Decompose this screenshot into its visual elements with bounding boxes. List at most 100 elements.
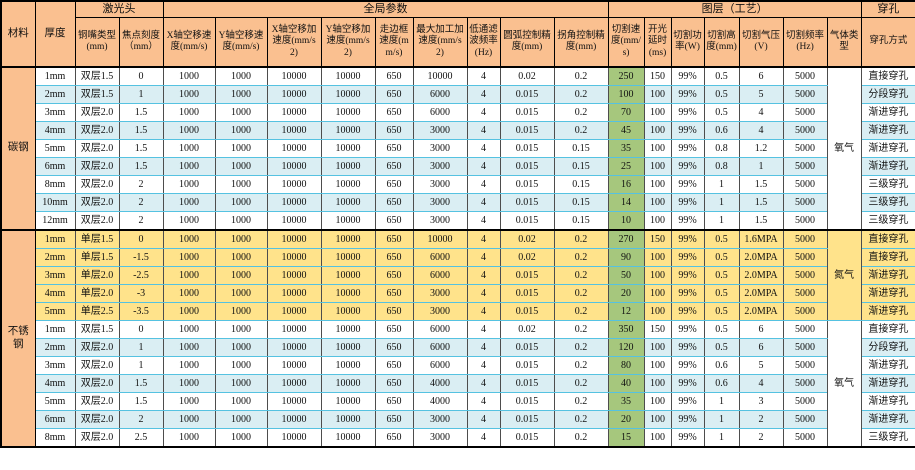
nozzle-type-cell[interactable]: 双层2.0 [75, 374, 120, 393]
global-param-cell-3[interactable]: 10000 [321, 284, 376, 303]
thickness-cell[interactable]: 4mm [35, 121, 76, 140]
nozzle-type-cell[interactable]: 单层2.0 [75, 266, 120, 285]
global-param-cell-6[interactable]: 4 [467, 175, 501, 194]
global-param-cell-5[interactable]: 3000 [413, 139, 468, 158]
gas-type-cell[interactable]: 氧气 [826, 66, 862, 231]
global-param-cell-0[interactable]: 1000 [163, 139, 216, 158]
global-param-cell-2[interactable]: 10000 [267, 211, 322, 231]
global-param-cell-7[interactable]: 0.02 [500, 229, 555, 249]
global-param-cell-3[interactable]: 10000 [321, 85, 376, 104]
group-header-3[interactable]: 穿孔 [860, 0, 915, 18]
pierce-method-cell[interactable]: 渐进穿孔 [861, 121, 915, 140]
cut-height-cell[interactable]: 0.5 [704, 85, 740, 104]
global-param-cell-1[interactable]: 1000 [215, 66, 268, 86]
laser-on-delay-cell[interactable]: 100 [644, 248, 672, 267]
global-param-cell-8[interactable]: 0.2 [554, 392, 609, 411]
global-param-cell-4[interactable]: 650 [375, 302, 414, 321]
global-param-cell-4[interactable]: 650 [375, 211, 414, 231]
cut-power-cell[interactable]: 99% [671, 85, 705, 104]
global-param-cell-0[interactable]: 1000 [163, 175, 216, 194]
global-param-cell-5[interactable]: 3000 [413, 284, 468, 303]
global-param-cell-3[interactable]: 10000 [321, 157, 376, 176]
cut-height-cell[interactable]: 0.8 [704, 157, 740, 176]
global-param-cell-3[interactable]: 10000 [321, 428, 376, 448]
global-param-cell-4[interactable]: 650 [375, 374, 414, 393]
cut-frequency-cell[interactable]: 5000 [783, 356, 828, 375]
global-param-cell-2[interactable]: 10000 [267, 356, 322, 375]
nozzle-type-cell[interactable]: 双层2.0 [75, 175, 120, 194]
global-param-cell-1[interactable]: 1000 [215, 175, 268, 194]
global-param-cell-3[interactable]: 10000 [321, 302, 376, 321]
thickness-cell[interactable]: 5mm [35, 302, 76, 321]
pierce-method-cell[interactable]: 渐进穿孔 [861, 266, 915, 285]
focus-scale-cell[interactable]: 1.5 [119, 139, 164, 158]
global-param-cell-2[interactable]: 10000 [267, 302, 322, 321]
cut-power-cell[interactable]: 99% [671, 175, 705, 194]
global-param-cell-4[interactable]: 650 [375, 85, 414, 104]
laser-on-delay-cell[interactable]: 100 [644, 139, 672, 158]
global-param-cell-2[interactable]: 10000 [267, 121, 322, 140]
global-param-cell-7[interactable]: 0.02 [500, 248, 555, 267]
thickness-cell[interactable]: 5mm [35, 392, 76, 411]
global-param-cell-6[interactable]: 4 [467, 374, 501, 393]
cut-speed-cell[interactable]: 20 [608, 410, 645, 429]
global-param-cell-5[interactable]: 6000 [413, 248, 468, 267]
nozzle-type-cell[interactable]: 双层2.0 [75, 392, 120, 411]
material-cell[interactable]: 不锈钢 [1, 229, 36, 448]
global-param-cell-4[interactable]: 650 [375, 392, 414, 411]
focus-scale-cell[interactable]: 1.5 [119, 121, 164, 140]
global-param-cell-1[interactable]: 1000 [215, 103, 268, 122]
global-param-cell-7[interactable]: 0.015 [500, 157, 555, 176]
nozzle-type-cell[interactable]: 双层1.5 [75, 66, 120, 86]
global-param-cell-1[interactable]: 1000 [215, 211, 268, 231]
laser-on-delay-cell[interactable]: 150 [644, 229, 672, 249]
global-param-cell-4[interactable]: 650 [375, 248, 414, 267]
global-param-cell-7[interactable]: 0.015 [500, 338, 555, 357]
laser-on-delay-cell[interactable]: 100 [644, 103, 672, 122]
global-param-cell-1[interactable]: 1000 [215, 428, 268, 448]
pierce-method-cell[interactable]: 渐进穿孔 [861, 103, 915, 122]
nozzle-type-cell[interactable]: 双层2.0 [75, 157, 120, 176]
pierce-method-cell[interactable]: 直接穿孔 [861, 320, 915, 339]
focus-scale-cell[interactable]: 1.5 [119, 157, 164, 176]
global-param-cell-0[interactable]: 1000 [163, 193, 216, 212]
cut-height-cell[interactable]: 0.5 [704, 338, 740, 357]
global-param-cell-7[interactable]: 0.015 [500, 356, 555, 375]
cut-speed-cell[interactable]: 100 [608, 85, 645, 104]
laser-on-delay-cell[interactable]: 100 [644, 338, 672, 357]
global-param-cell-0[interactable]: 1000 [163, 302, 216, 321]
global-param-cell-6[interactable]: 4 [467, 229, 501, 249]
cut-speed-cell[interactable]: 35 [608, 392, 645, 411]
column-header-4[interactable]: X轴空移加速度(mm/s2) [266, 17, 322, 68]
global-param-cell-1[interactable]: 1000 [215, 284, 268, 303]
thickness-cell[interactable]: 3mm [35, 266, 76, 285]
cut-frequency-cell[interactable]: 5000 [783, 66, 828, 86]
global-param-cell-3[interactable]: 10000 [321, 320, 376, 339]
global-param-cell-0[interactable]: 1000 [163, 157, 216, 176]
cut-speed-cell[interactable]: 25 [608, 157, 645, 176]
focus-scale-cell[interactable]: 0 [119, 66, 164, 86]
nozzle-type-cell[interactable]: 单层1.5 [75, 248, 120, 267]
laser-on-delay-cell[interactable]: 100 [644, 121, 672, 140]
global-param-cell-2[interactable]: 10000 [267, 266, 322, 285]
nozzle-type-cell[interactable]: 双层2.0 [75, 103, 120, 122]
global-param-cell-5[interactable]: 3000 [413, 121, 468, 140]
global-param-cell-4[interactable]: 650 [375, 193, 414, 212]
global-param-cell-5[interactable]: 10000 [413, 229, 468, 249]
global-param-cell-2[interactable]: 10000 [267, 66, 322, 86]
laser-on-delay-cell[interactable]: 100 [644, 85, 672, 104]
global-param-cell-3[interactable]: 10000 [321, 175, 376, 194]
global-param-cell-2[interactable]: 10000 [267, 284, 322, 303]
global-param-cell-8[interactable]: 0.15 [554, 193, 609, 212]
global-param-cell-7[interactable]: 0.015 [500, 266, 555, 285]
header-material[interactable]: 材料 [0, 0, 36, 68]
global-param-cell-2[interactable]: 10000 [267, 229, 322, 249]
global-param-cell-6[interactable]: 4 [467, 428, 501, 448]
global-param-cell-8[interactable]: 0.15 [554, 175, 609, 194]
global-param-cell-4[interactable]: 650 [375, 157, 414, 176]
global-param-cell-1[interactable]: 1000 [215, 320, 268, 339]
cut-frequency-cell[interactable]: 5000 [783, 175, 828, 194]
global-param-cell-3[interactable]: 10000 [321, 211, 376, 231]
focus-scale-cell[interactable]: 1 [119, 338, 164, 357]
global-param-cell-1[interactable]: 1000 [215, 157, 268, 176]
